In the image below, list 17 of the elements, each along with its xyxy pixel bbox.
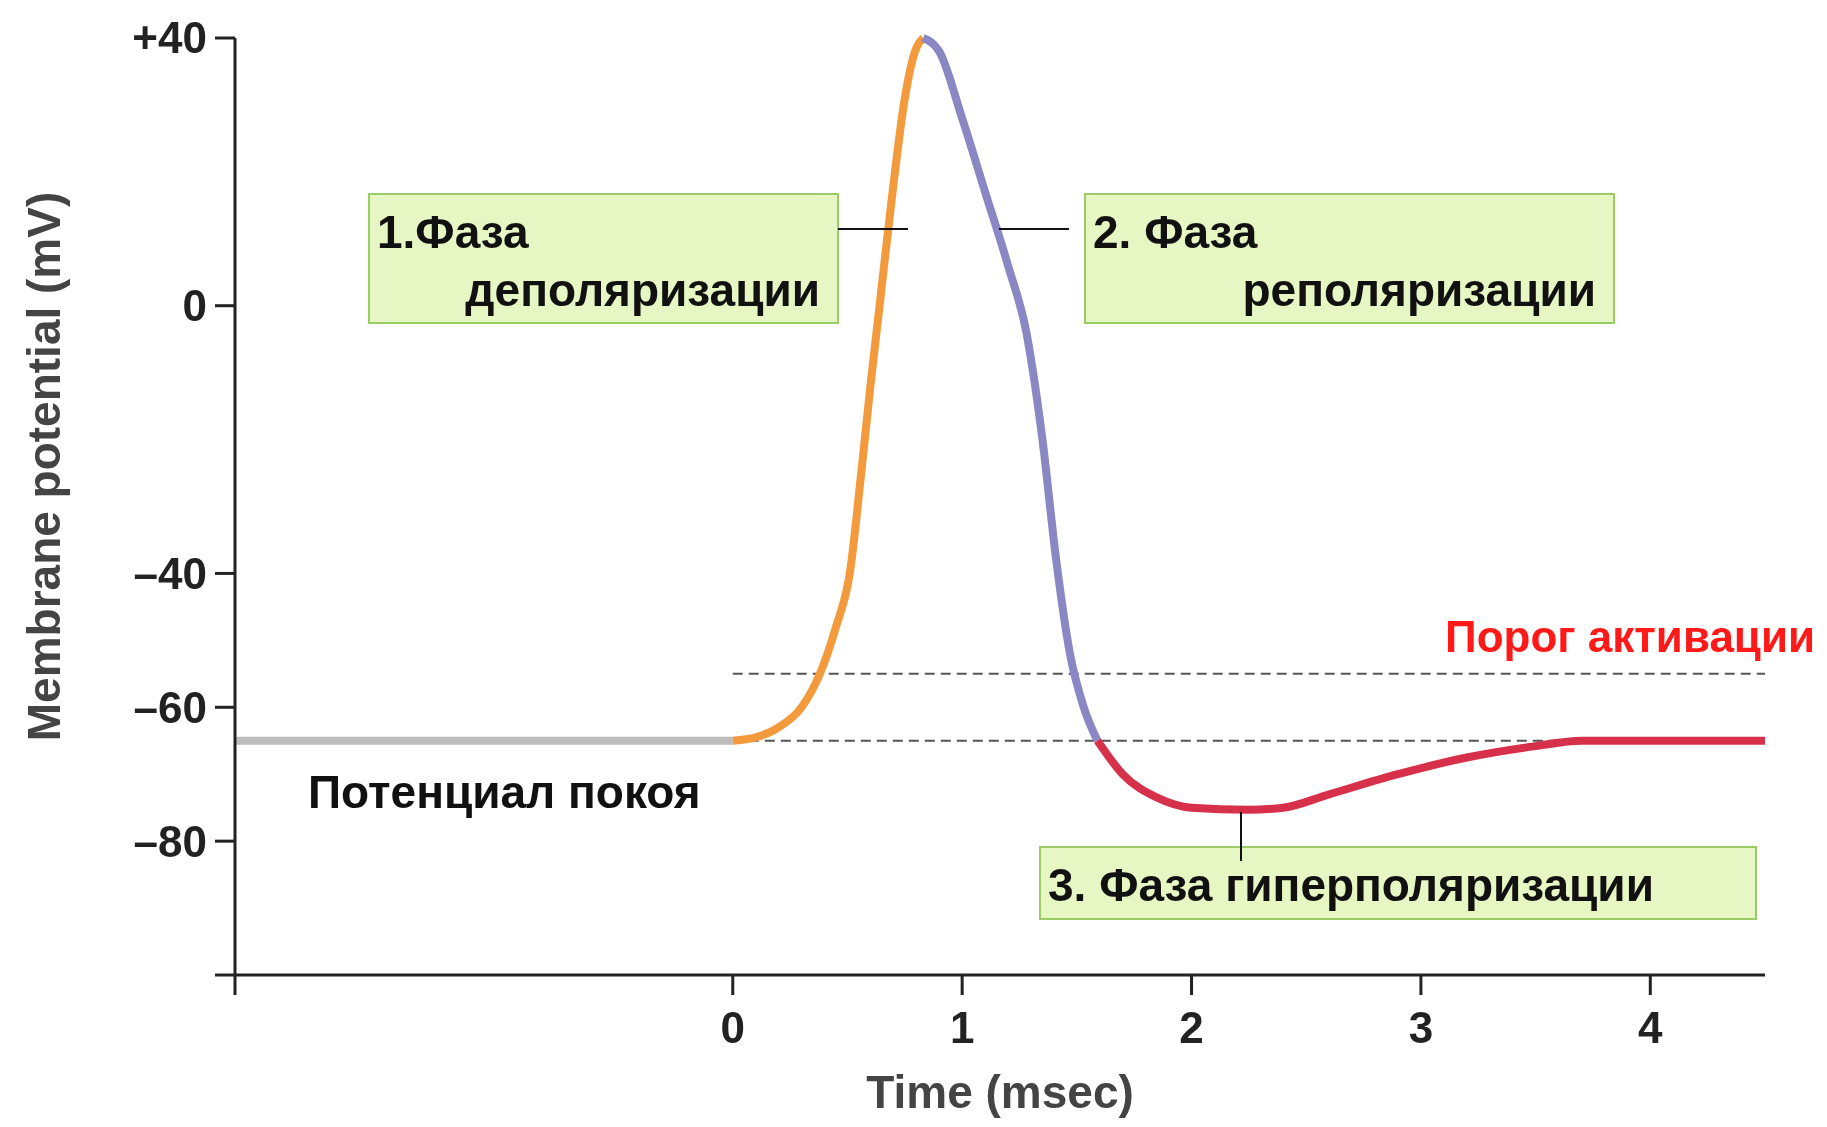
y-tick-label: –80	[133, 816, 207, 866]
series-label: Потенциал покоя	[308, 766, 701, 818]
x-tick-label: 4	[1638, 1003, 1664, 1052]
x-tick-label: 0	[720, 1003, 746, 1052]
y-axis-title: Membrane potential (mV)	[18, 191, 70, 742]
y-tick-label: –60	[133, 682, 207, 732]
ref-line-label: Порог активации	[1445, 611, 1815, 661]
text: 3. Фаза гиперполяризации	[1048, 859, 1654, 911]
y-tick-label: +40	[132, 13, 207, 63]
x-tick-label: 1	[949, 1003, 975, 1052]
y-tick-label: –40	[133, 548, 207, 598]
x-tick-label: 2	[1179, 1003, 1204, 1052]
x-tick-label: 3	[1408, 1003, 1434, 1052]
x-axis-title: Time (msec)	[866, 1066, 1134, 1118]
series-label: 1.Фаза деполяризации	[377, 206, 820, 316]
series-label: 2. Фаза реполяризации	[1093, 206, 1596, 316]
y-tick-label: 0	[182, 281, 207, 331]
